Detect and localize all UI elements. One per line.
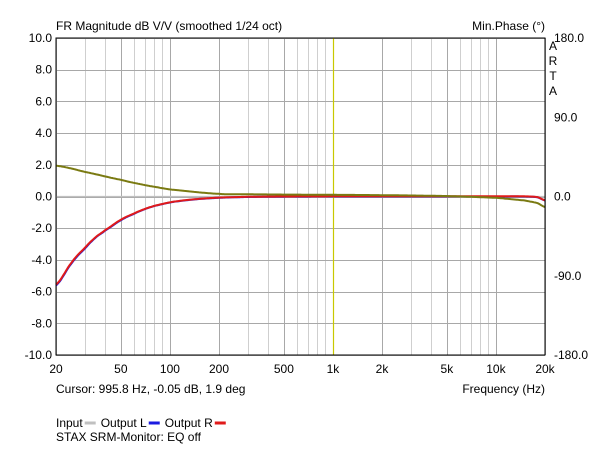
x-axis-ticks: 20 50 100 200 500 1k 2k 5k 10k 20k [49,362,555,376]
cursor-readout: Cursor: 995.8 Hz, -0.05 dB, 1.9 deg [56,382,245,396]
brand-letter: A [549,84,557,98]
y-tick-label: 2.0 [35,158,52,172]
x-tick-label: 200 [209,362,229,376]
y2-axis-ticks: -180.0 -90.0 0.0 90.0 180.0 [554,31,588,362]
legend-label: Output R [165,416,213,430]
y2-tick-label: -90.0 [554,269,582,283]
y2-tick-label: -180.0 [554,348,588,362]
x-tick-label: 50 [114,362,128,376]
y2-tick-label: 90.0 [554,110,578,124]
x-axis-label: Frequency (Hz) [462,382,545,396]
y-tick-label: 6.0 [35,94,52,108]
y-tick-label: -6.0 [31,285,52,299]
brand-letter: R [549,54,558,68]
legend-label: Input [56,416,83,430]
x-tick-label: 20k [535,362,555,376]
series-layer [55,164,546,287]
y-tick-label: 0.0 [35,190,52,204]
y-tick-label: -8.0 [31,316,52,330]
y2-tick-label: 180.0 [554,31,584,45]
plot-frame [55,37,546,356]
x-tick-label: 100 [160,362,180,376]
y-tick-label: -10.0 [25,348,53,362]
x-tick-label: 5k [441,362,455,376]
legend-label: Output L [101,416,147,430]
y-tick-label: -4.0 [31,253,52,267]
y-tick-label: 8.0 [35,63,52,77]
x-tick-label: 1k [327,362,341,376]
chart-title: FR Magnitude dB V/V (smoothed 1/24 oct) [56,19,282,33]
x-tick-label: 2k [376,362,390,376]
legend-caption: STAX SRM-Monitor: EQ off [56,430,202,444]
legend: Input Output L Output R [56,416,226,430]
brand-letter: A [549,39,557,53]
x-tick-label: 20 [49,362,63,376]
y-tick-label: 4.0 [35,126,52,140]
y-tick-label: 10.0 [29,31,53,45]
y-axis-ticks: -10.0 -8.0 -6.0 -4.0 -2.0 0.0 2.0 4.0 6.0 8.0 10.0 [25,31,53,362]
brand-letter: T [549,69,557,83]
x-tick-label: 500 [274,362,294,376]
y-tick-label: -2.0 [31,221,52,235]
series-min-phase-line [55,164,546,209]
x-tick-label: 10k [486,362,506,376]
y2-tick-label: 0.0 [554,190,571,204]
right-axis-title: Min.Phase (°) [472,19,545,33]
